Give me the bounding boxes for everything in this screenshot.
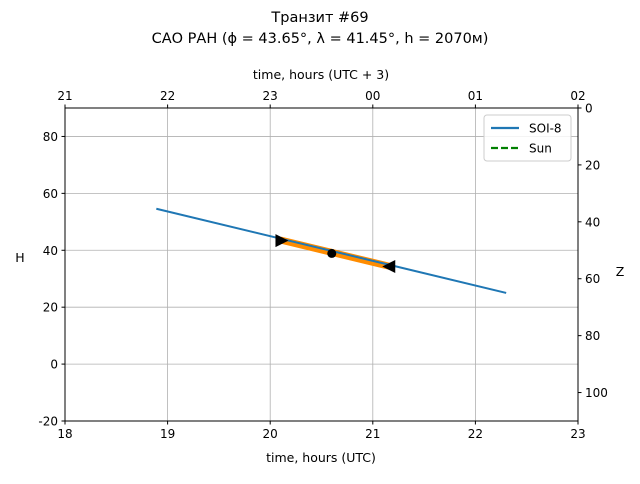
x-tick-label: 20 — [263, 427, 278, 441]
right-tick-label: 60 — [585, 272, 600, 286]
chart-title: Транзит #69 — [270, 10, 368, 26]
top-tick-label: 02 — [570, 89, 585, 103]
x-tick-label: 19 — [160, 427, 175, 441]
legend-label: SOI-8 — [529, 122, 562, 136]
x-axis-label: time, hours (UTC) — [266, 450, 376, 465]
x-tick-label: 23 — [570, 427, 585, 441]
legend-label: Sun — [529, 142, 552, 156]
y-axis-label: H — [15, 250, 24, 265]
right-tick-label: 80 — [585, 329, 600, 343]
y-tick-label: 60 — [43, 187, 58, 201]
top-tick-label: 22 — [160, 89, 175, 103]
top-axis-label: time, hours (UTC + 3) — [253, 67, 389, 82]
legend: SOI-8 Sun — [483, 114, 572, 162]
y-tick-label: -20 — [38, 415, 58, 429]
y-tick-label: 40 — [43, 244, 58, 258]
transit-end-marker — [382, 259, 396, 273]
right-tick-label: 100 — [585, 386, 608, 400]
right-tick-label: 20 — [585, 158, 600, 172]
right-tick-label: 40 — [585, 215, 600, 229]
x-tick-label: 18 — [57, 427, 72, 441]
x-tick-label: 21 — [365, 427, 380, 441]
y-tick-label: 80 — [43, 130, 58, 144]
y-tick-label: 0 — [50, 358, 58, 372]
transit-center-marker — [327, 248, 337, 258]
transit-start-marker — [275, 234, 289, 248]
right-tick-label: 0 — [585, 102, 593, 116]
top-tick-label: 01 — [468, 89, 483, 103]
top-tick-label: 00 — [365, 89, 380, 103]
legend-box — [483, 114, 572, 162]
plot-frame — [64, 107, 579, 422]
chart-subtitle: САО РАН (ϕ = 43.65°, λ = 41.45°, h = 207… — [152, 31, 489, 47]
y-tick-label: 20 — [43, 301, 58, 315]
top-tick-label: 23 — [263, 89, 278, 103]
x-tick-label: 22 — [468, 427, 483, 441]
right-axis-label: Z — [616, 264, 625, 279]
top-tick-label: 21 — [57, 89, 72, 103]
